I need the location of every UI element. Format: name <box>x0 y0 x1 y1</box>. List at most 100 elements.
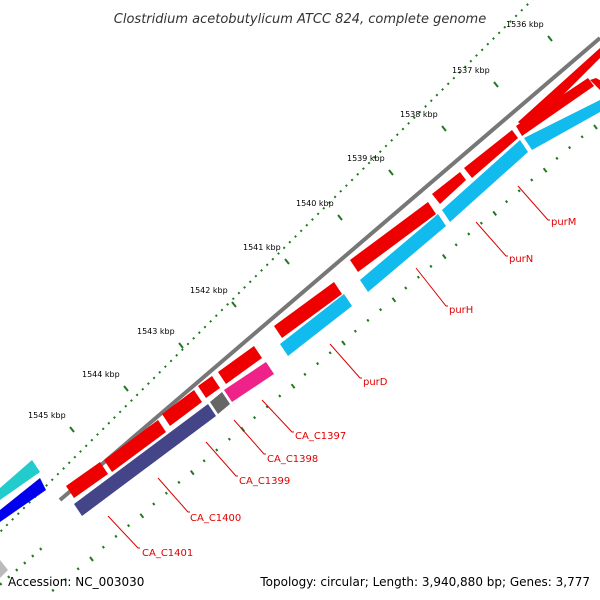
inner-tick <box>164 491 168 495</box>
inner-tick <box>530 178 534 182</box>
genome-backbone <box>58 36 600 502</box>
inner-tick <box>517 189 521 193</box>
outer-dotted-ring <box>0 0 534 534</box>
gene-reverse-blue[interactable] <box>0 478 46 522</box>
inner-tick <box>51 588 55 593</box>
tick-label: 1543 kbp <box>137 327 175 336</box>
tick-label: 1541 kbp <box>243 243 281 252</box>
gene-label[interactable]: CA_C1400 <box>190 513 241 524</box>
inner-tick <box>391 297 397 303</box>
map-title: Clostridium acetobutylicum ATCC 824, com… <box>114 12 486 27</box>
gene-reverse-3[interactable] <box>360 214 446 292</box>
inner-tick <box>127 523 131 528</box>
gene-label[interactable]: CA_C1398 <box>267 454 318 465</box>
inner-tick-marks <box>0 124 598 593</box>
gene-forward-1[interactable] <box>516 78 594 136</box>
leader-line <box>205 441 238 477</box>
tick-marks <box>69 35 553 433</box>
tick-label: 1539 kbp <box>347 154 385 163</box>
tick-mark <box>231 301 237 308</box>
inner-tick <box>555 156 559 160</box>
tick-mark <box>178 342 184 349</box>
gene-label[interactable]: purM <box>551 217 576 228</box>
inner-tick <box>492 210 498 216</box>
genome-summary: Topology: circular; Length: 3,940,880 bp… <box>260 575 590 589</box>
gene-label[interactable]: purD <box>363 377 388 388</box>
inner-tick <box>215 448 219 452</box>
tick-mark <box>337 214 343 221</box>
gene-label[interactable]: CA_C1397 <box>295 431 346 442</box>
leader-line <box>107 515 140 549</box>
inner-tick <box>454 243 458 247</box>
gene-label[interactable]: CA_C1399 <box>239 476 290 487</box>
gene-forward-CA_C1399[interactable] <box>162 390 202 426</box>
inner-tick <box>404 286 408 290</box>
gene-reverse-gray[interactable] <box>210 392 230 414</box>
leader-line <box>261 399 294 433</box>
gene-forward-CA_C1398[interactable] <box>198 376 220 398</box>
inner-tick <box>567 146 572 150</box>
inner-tick <box>139 513 145 519</box>
inner-tick <box>328 351 332 355</box>
inner-tick <box>23 561 27 565</box>
inner-tick <box>278 394 282 398</box>
inner-tick <box>15 568 19 572</box>
inner-tick <box>303 372 307 376</box>
forward-genes <box>66 48 600 498</box>
inner-tick <box>353 329 357 333</box>
gene-forward-CA_C1400[interactable] <box>104 420 166 472</box>
inner-tick <box>580 135 584 139</box>
gene-forward-3[interactable] <box>432 172 466 204</box>
inner-tick <box>593 124 598 130</box>
gene-label[interactable]: CA_C1401 <box>142 548 193 559</box>
leader-line <box>415 267 448 307</box>
accession-label: Accession: <box>8 575 72 589</box>
tick-label: 1536 kbp <box>506 20 544 29</box>
inner-tick <box>253 416 257 420</box>
gene-forward-edge[interactable] <box>590 78 600 90</box>
inner-tick <box>290 383 296 389</box>
inner-tick <box>190 470 195 476</box>
gene-forward-CA_C1397[interactable] <box>218 346 262 384</box>
leader-line <box>157 477 190 513</box>
gene-reverse-dark[interactable] <box>74 404 216 516</box>
tick-mark <box>284 258 290 265</box>
leader-line <box>475 221 508 257</box>
inner-tick <box>378 308 383 312</box>
faded-element <box>0 560 8 578</box>
tick-label: 1545 kbp <box>28 411 66 420</box>
gene-reverse-2[interactable] <box>442 140 528 222</box>
gene-label[interactable]: purH <box>449 305 473 316</box>
inner-tick <box>366 318 370 322</box>
accession-footer: Accession: NC_003030 <box>8 575 144 589</box>
gene-forward-purD[interactable] <box>274 282 342 338</box>
inner-tick <box>39 547 43 551</box>
gene-forward-purM-region[interactable] <box>518 48 600 130</box>
inner-tick <box>504 200 509 204</box>
inner-tick <box>227 437 231 441</box>
gene-reverse-pink[interactable] <box>224 362 274 402</box>
gene-label[interactable]: purN <box>509 254 533 265</box>
inner-tick <box>315 362 320 366</box>
gene-reverse-teal[interactable] <box>0 460 40 500</box>
gene-forward-purH[interactable] <box>350 202 436 272</box>
tick-mark <box>493 81 499 88</box>
gene-forward-2[interactable] <box>464 130 518 178</box>
inner-tick <box>114 534 118 539</box>
tick-label: 1540 kbp <box>296 199 334 208</box>
gene-reverse-4[interactable] <box>280 294 352 356</box>
inner-tick <box>542 167 548 173</box>
tick-mark <box>123 385 129 392</box>
inner-tick <box>76 567 80 571</box>
gene-forward-CA_C1401[interactable] <box>66 462 108 498</box>
inner-tick <box>64 577 68 582</box>
inner-tick <box>31 554 35 558</box>
inner-tick <box>7 575 11 579</box>
leader-line <box>329 343 362 379</box>
label-leaders <box>107 185 550 549</box>
inner-tick <box>152 502 156 506</box>
gene-reverse-1[interactable] <box>524 100 600 150</box>
inner-tick <box>467 232 471 236</box>
tick-label: 1538 kbp <box>400 110 438 119</box>
